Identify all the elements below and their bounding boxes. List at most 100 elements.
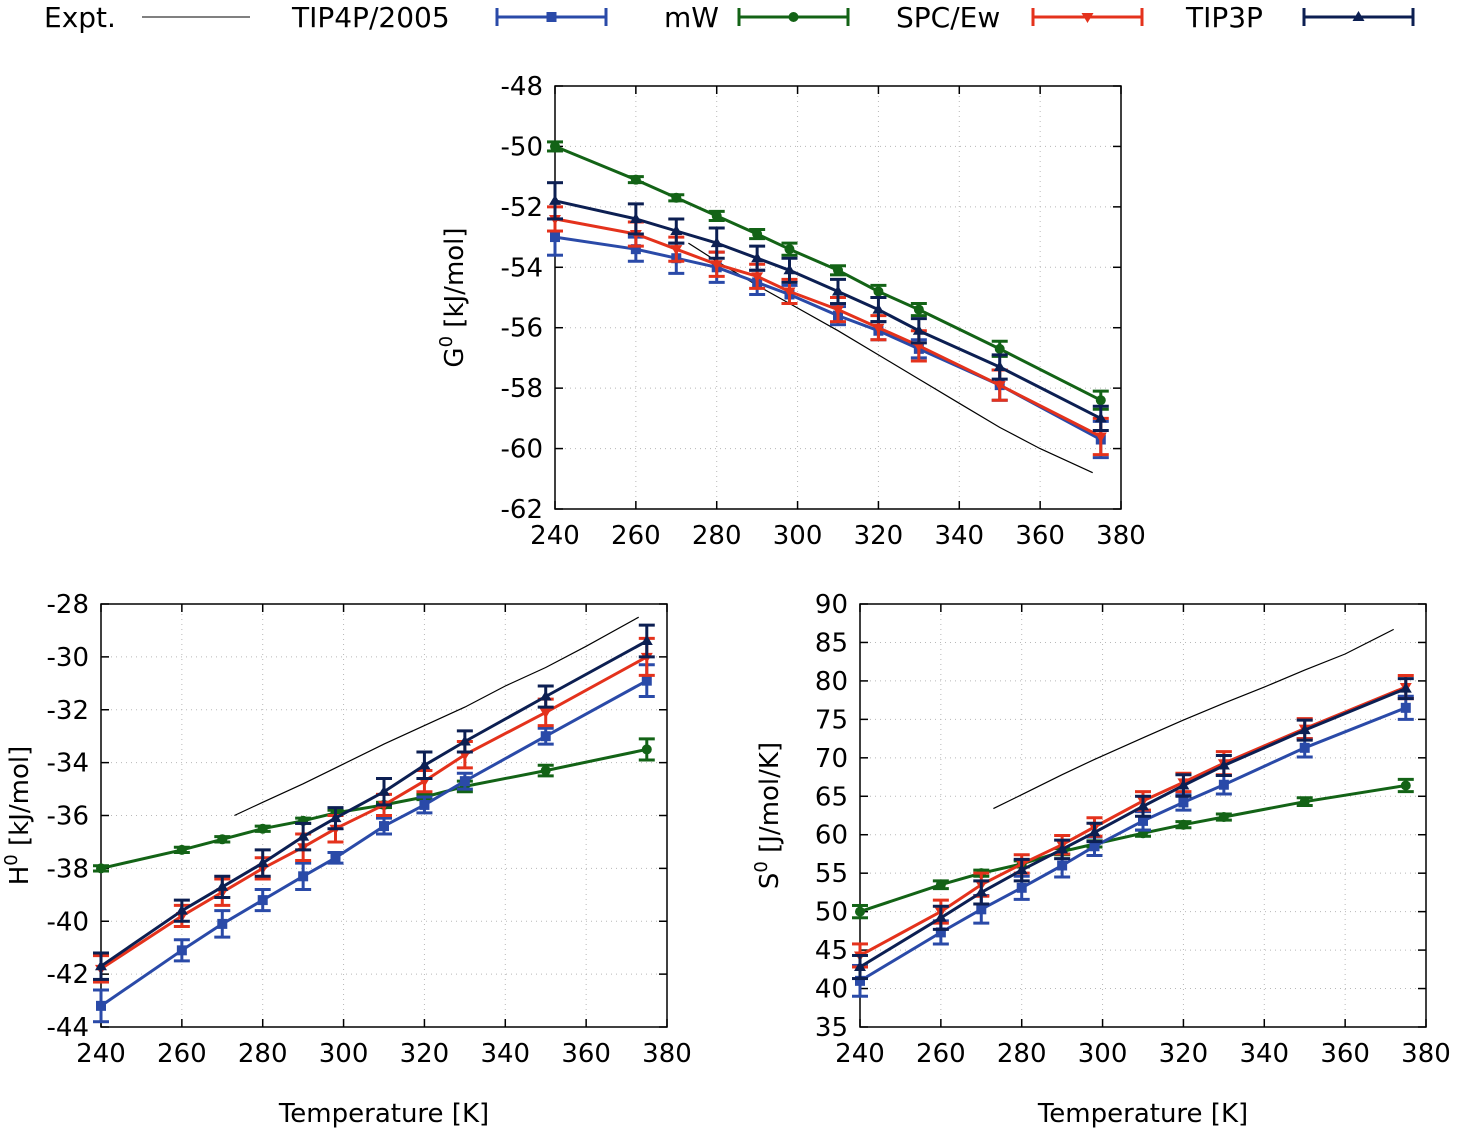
x-tick-label: 260 bbox=[916, 1039, 966, 1069]
y-tick-label: -36 bbox=[47, 802, 89, 832]
legend-label: mW bbox=[664, 1, 719, 34]
data-point bbox=[912, 324, 925, 335]
data-point bbox=[935, 879, 946, 890]
data-point bbox=[1015, 864, 1028, 875]
series-expt bbox=[688, 242, 1093, 474]
series-spc-ew bbox=[93, 636, 655, 984]
data-point bbox=[1400, 702, 1411, 713]
y-axis-title-unit: [kJ/mol] bbox=[5, 746, 35, 855]
data-point bbox=[540, 765, 551, 776]
enthalpy-chart: 240 260 280 300 320 340 360 380 -44 -42 -40 -38 -36 -… bbox=[1, 590, 692, 1128]
data-point bbox=[459, 776, 470, 787]
series-tip4p-2005 bbox=[547, 217, 1109, 460]
y-tick-label: -44 bbox=[47, 1013, 89, 1043]
y-axis-title-sup: 0 bbox=[436, 336, 457, 347]
y-tick-label: -54 bbox=[501, 253, 543, 283]
y-axis-title-main: G bbox=[440, 347, 470, 367]
y-axis-title: H0 [kJ/mol] bbox=[1, 746, 35, 886]
data-point bbox=[935, 927, 946, 938]
data-point bbox=[751, 272, 764, 283]
data-point bbox=[297, 830, 310, 841]
legend-marker bbox=[546, 12, 557, 22]
x-tick-label: 360 bbox=[1320, 1039, 1370, 1069]
data-point bbox=[783, 264, 796, 275]
series-expt bbox=[993, 628, 1394, 810]
series-mw bbox=[547, 140, 1109, 411]
x-tick-label: 340 bbox=[934, 521, 984, 551]
legend-marker bbox=[788, 12, 799, 22]
y-axis-title: G0 [kJ/mol] bbox=[436, 227, 470, 367]
data-point bbox=[330, 852, 341, 863]
series-mw bbox=[852, 777, 1414, 920]
legend-label: TIP4P/2005 bbox=[291, 1, 450, 34]
data-point bbox=[751, 252, 764, 263]
x-tick-label: 360 bbox=[561, 1039, 611, 1069]
data-point bbox=[549, 194, 561, 205]
data-point bbox=[176, 945, 187, 956]
data-point bbox=[710, 260, 723, 271]
y-tick-label: -28 bbox=[47, 590, 89, 620]
series-tip3p bbox=[547, 181, 1109, 432]
data-point bbox=[539, 690, 552, 701]
data-point bbox=[783, 287, 796, 298]
x-axis-title: Temperature [K] bbox=[1037, 1099, 1248, 1128]
expt-curve bbox=[993, 628, 1394, 810]
x-tick-label: 340 bbox=[1239, 1039, 1289, 1069]
x-tick-label: 240 bbox=[835, 1039, 885, 1069]
expt-curve bbox=[234, 616, 639, 817]
series-mw bbox=[93, 737, 655, 874]
data-point bbox=[550, 141, 560, 152]
data-point bbox=[217, 918, 228, 929]
data-point bbox=[1016, 882, 1027, 893]
y-axis-title-sup: 0 bbox=[751, 861, 772, 872]
y-tick-label: -52 bbox=[501, 193, 543, 223]
data-point bbox=[1177, 779, 1190, 790]
y-tick-label: -50 bbox=[501, 132, 543, 162]
legend-label: Expt. bbox=[44, 1, 116, 34]
x-tick-label: 300 bbox=[319, 1039, 369, 1069]
y-tick-label: -40 bbox=[47, 907, 89, 937]
data-point bbox=[975, 886, 988, 897]
y-tick-label: 55 bbox=[815, 859, 848, 889]
plot-frame bbox=[554, 85, 1122, 510]
data-point bbox=[934, 911, 947, 922]
data-point bbox=[855, 906, 865, 917]
y-tick-label: 35 bbox=[815, 1013, 848, 1043]
y-tick-label: -42 bbox=[47, 960, 89, 990]
data-point bbox=[1089, 841, 1100, 852]
y-tick-label: 60 bbox=[815, 821, 848, 851]
data-point bbox=[379, 821, 389, 832]
y-tick-label: 75 bbox=[815, 705, 848, 735]
series-spc-ew bbox=[547, 205, 1109, 457]
data-point bbox=[1298, 724, 1311, 735]
x-tick-label: 260 bbox=[157, 1039, 207, 1069]
data-point bbox=[630, 174, 641, 185]
y-axis-title-unit: [kJ/mol] bbox=[440, 227, 470, 336]
data-point bbox=[832, 285, 844, 296]
data-point bbox=[710, 237, 723, 248]
x-tick-label: 380 bbox=[642, 1039, 692, 1069]
data-point bbox=[96, 1000, 106, 1011]
y-tick-label: -38 bbox=[47, 854, 89, 884]
legend-label: TIP3P bbox=[1185, 1, 1263, 34]
data-point bbox=[95, 960, 107, 971]
data-point bbox=[1217, 759, 1230, 770]
data-point bbox=[630, 244, 641, 255]
data-point bbox=[670, 245, 683, 256]
data-point bbox=[329, 812, 342, 823]
data-point bbox=[640, 635, 653, 646]
x-tick-label: 240 bbox=[530, 521, 580, 551]
y-axis-title-main: H bbox=[5, 866, 35, 886]
data-point bbox=[1218, 812, 1229, 823]
data-point bbox=[1094, 432, 1107, 443]
data-point bbox=[994, 343, 1005, 354]
series-tip3p bbox=[852, 677, 1414, 981]
data-point bbox=[96, 863, 106, 874]
x-tick-label: 280 bbox=[238, 1039, 288, 1069]
data-point bbox=[175, 904, 188, 915]
x-tick-label: 320 bbox=[854, 521, 904, 551]
data-point bbox=[1137, 800, 1149, 811]
data-point bbox=[419, 799, 430, 810]
data-point bbox=[671, 192, 682, 203]
